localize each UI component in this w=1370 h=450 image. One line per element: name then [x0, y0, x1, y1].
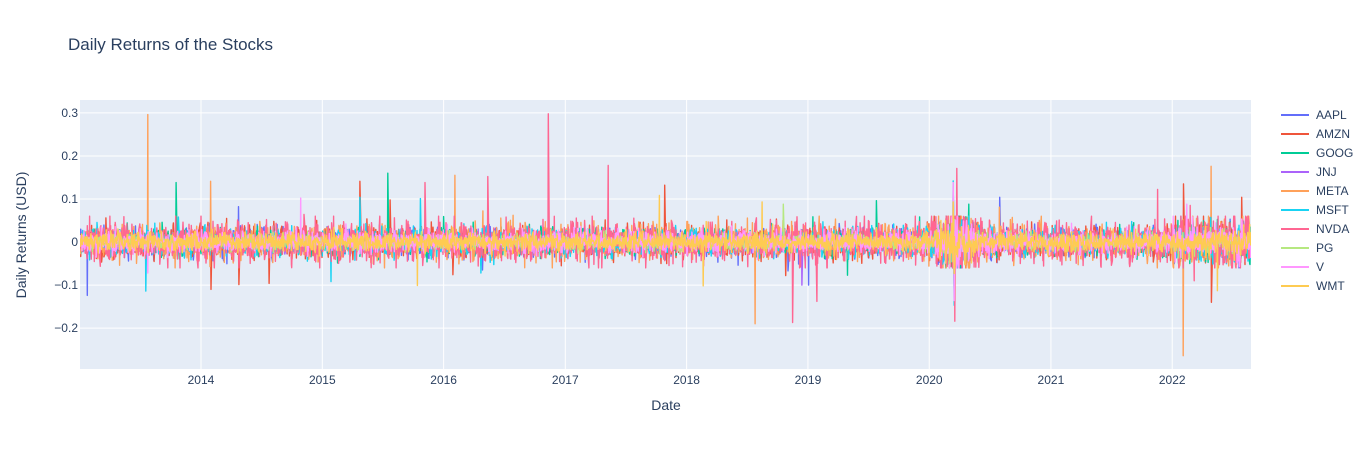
- y-tick-label: 0: [71, 235, 78, 249]
- series-line-wmt: [80, 194, 1251, 292]
- legend-label: NVDA: [1316, 222, 1349, 236]
- legend-item-jnj[interactable]: JNJ: [1281, 165, 1337, 179]
- y-tick-label: 0.2: [61, 149, 78, 163]
- legend-item-nvda[interactable]: NVDA: [1281, 222, 1349, 236]
- legend-label: JNJ: [1316, 165, 1337, 179]
- legend-item-v[interactable]: V: [1281, 260, 1324, 274]
- legend-item-meta[interactable]: META: [1281, 184, 1348, 198]
- x-tick-label: 2020: [916, 373, 943, 387]
- x-tick-label: 2015: [309, 373, 336, 387]
- y-tick-label: −0.2: [54, 321, 78, 335]
- y-tick-label: 0.1: [61, 192, 78, 206]
- legend-label: AAPL: [1316, 108, 1347, 122]
- chart-title: Daily Returns of the Stocks: [68, 35, 273, 54]
- y-axis-ticks: 0.3 0.2 0.1 0 −0.1 −0.2: [54, 106, 78, 335]
- x-tick-label: 2018: [673, 373, 700, 387]
- legend-label: WMT: [1316, 279, 1345, 293]
- legend-label: V: [1316, 260, 1324, 274]
- legend-item-amzn[interactable]: AMZN: [1281, 127, 1350, 141]
- legend-label: META: [1316, 184, 1348, 198]
- legend-item-msft[interactable]: MSFT: [1281, 203, 1349, 217]
- legend-item-wmt[interactable]: WMT: [1281, 279, 1345, 293]
- x-tick-label: 2016: [430, 373, 457, 387]
- x-axis-title: Date: [651, 397, 681, 413]
- y-tick-label: 0.3: [61, 106, 78, 120]
- legend-label: GOOG: [1316, 146, 1353, 160]
- legend: AAPL AMZN GOOG JNJ META MSFT NVDA PG V WMT: [1281, 108, 1353, 293]
- legend-item-goog[interactable]: GOOG: [1281, 146, 1353, 160]
- x-tick-label: 2022: [1159, 373, 1186, 387]
- y-axis-title: Daily Returns (USD): [13, 172, 29, 299]
- legend-label: PG: [1316, 241, 1333, 255]
- x-tick-label: 2017: [552, 373, 579, 387]
- x-tick-label: 2019: [795, 373, 822, 387]
- x-axis-ticks: 2014 2015 2016 2017 2018 2019 2020 2021 2022: [188, 373, 1186, 387]
- legend-item-pg[interactable]: PG: [1281, 241, 1333, 255]
- y-tick-label: −0.1: [54, 278, 78, 292]
- x-tick-label: 2014: [188, 373, 215, 387]
- x-tick-label: 2021: [1038, 373, 1065, 387]
- legend-label: AMZN: [1316, 127, 1350, 141]
- legend-label: MSFT: [1316, 203, 1349, 217]
- series-lines: [80, 113, 1251, 357]
- legend-item-aapl[interactable]: AAPL: [1281, 108, 1347, 122]
